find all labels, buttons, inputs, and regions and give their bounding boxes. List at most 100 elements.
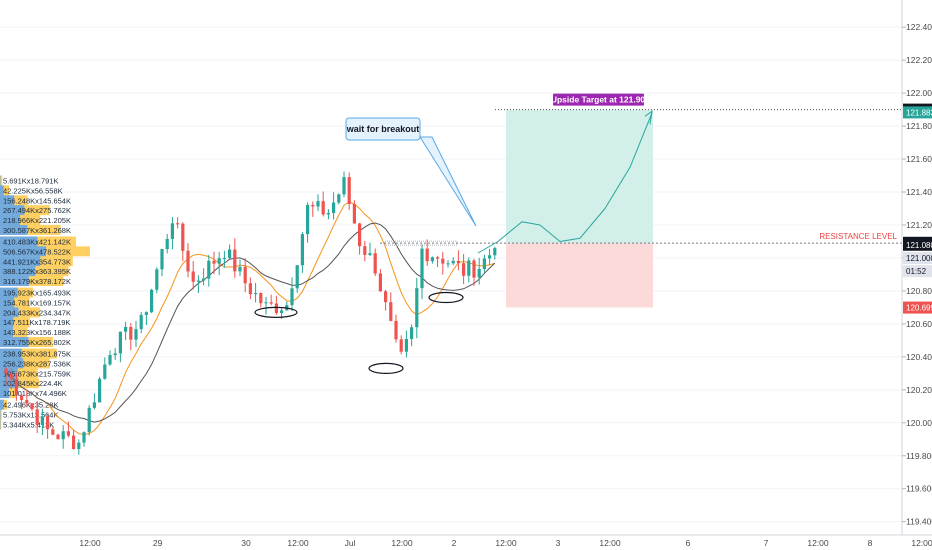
y-tick-label: 120.200 <box>906 385 932 395</box>
y-tick-label: 119.800 <box>906 451 932 461</box>
vp-label: 218.966Kx221.205K <box>3 216 71 225</box>
candle-body <box>170 223 174 239</box>
vp-buy-bar <box>0 378 19 389</box>
candle-body <box>77 442 81 450</box>
candle-body <box>150 289 154 313</box>
candle-body <box>259 293 263 304</box>
candle-body <box>430 257 434 262</box>
vp-buy-bar <box>0 256 41 267</box>
x-tick-label: 12:00 <box>391 538 413 548</box>
candle-body <box>98 378 102 403</box>
vp-label: 195.873Kx215.759K <box>3 369 71 378</box>
vp-label: 388.122Kx363.395K <box>3 267 71 276</box>
x-tick-label: 8 <box>868 538 873 548</box>
vp-sell-bar <box>27 224 61 235</box>
x-tick-label: 12:00 <box>807 538 829 548</box>
candle-body <box>217 258 221 264</box>
vp-label: 156.248Kx145.654K <box>3 196 71 205</box>
vp-label: 195.923Kx165.493K <box>3 289 71 298</box>
y-axis[interactable]: 122.400 122.200 122.000 121.800 121.600 121.4… <box>902 22 932 527</box>
target-label: Upside Target at 121.90 <box>551 95 646 105</box>
position-zones <box>506 109 653 308</box>
candle-body <box>389 302 393 321</box>
vp-sell-bar <box>18 378 40 389</box>
vp-sell-bar <box>13 327 28 338</box>
candle-body <box>446 263 450 265</box>
y-tick-label: 119.400 <box>906 517 932 527</box>
price-badge <box>903 251 932 264</box>
vp-label: 5.344Kx5.413K <box>3 420 54 429</box>
vp-label: 410.483Kx421.142K <box>3 237 71 246</box>
candle-body <box>425 248 429 262</box>
vp-sell-bar <box>21 348 57 359</box>
y-tick-label: 121.600 <box>906 154 932 164</box>
candle-body <box>415 288 419 328</box>
candle-body <box>233 249 237 272</box>
candle-body <box>254 293 258 295</box>
vp-label: 147.511Kx178.719K <box>3 318 70 327</box>
ma-slow-line <box>5 222 496 423</box>
candle-body <box>378 273 382 292</box>
vp-label: 5.691Kx18.791K <box>3 176 58 185</box>
vp-buy-bar <box>0 358 24 369</box>
candle-body <box>222 258 226 260</box>
candle-body <box>238 266 242 272</box>
candle-body <box>66 431 70 436</box>
pattern-ellipse <box>428 291 464 304</box>
candle-body <box>228 249 232 259</box>
x-tick-label: 12:00 <box>287 538 309 548</box>
vp-label: 267.494Kx275.762K <box>3 206 71 215</box>
candle-body <box>472 260 476 278</box>
vp-buy-bar <box>0 399 4 410</box>
vp-label: 506.567Kx478.522K <box>3 247 71 256</box>
vp-sell-bar <box>14 195 28 206</box>
candle-body <box>493 248 497 256</box>
candle-body <box>404 339 408 352</box>
vp-sell-bar <box>35 266 69 277</box>
candle-body <box>399 339 403 352</box>
vp-sell-bar <box>17 368 38 379</box>
vp-buy-bar <box>0 175 1 186</box>
vp-buy-bar <box>0 388 10 399</box>
candle-body <box>311 204 315 207</box>
vp-buy-bar <box>0 185 4 196</box>
price-badges: 121.900121.883121.092121.080121.00001:52… <box>903 103 932 314</box>
candle-body <box>394 320 398 340</box>
y-tick-label: 122.000 <box>906 88 932 98</box>
candle-body <box>4 368 8 374</box>
candle-body <box>92 402 96 408</box>
candle-body <box>420 248 424 289</box>
vp-sell-bar <box>28 337 53 348</box>
candle-body <box>441 258 445 264</box>
candle-body <box>196 280 200 282</box>
price-badge-label: 121.883 <box>906 108 932 117</box>
candle-body <box>202 278 206 281</box>
pattern-ellipse <box>254 306 298 318</box>
candle-body <box>129 326 133 340</box>
vp-label: 300.587Kx361.268K <box>3 226 71 235</box>
x-axis[interactable]: 12:00 29 30 12:00 Jul 12:00 2 12:00 3 12:00 6 7 12:0… <box>79 538 932 548</box>
vp-sell-bar <box>17 287 34 298</box>
vp-buy-bar <box>0 409 1 420</box>
candle-body <box>191 271 195 282</box>
x-tick-label: Jul <box>345 538 356 548</box>
vp-buy-bar <box>0 337 29 348</box>
candle-body <box>134 329 138 340</box>
vp-label: 143.323Kx156.188K <box>3 328 71 337</box>
x-tick-label: 2 <box>452 538 457 548</box>
candle-body <box>456 260 460 264</box>
candle-body <box>321 201 325 215</box>
candle-body <box>160 249 164 270</box>
vp-label: 154.781Kx169.157K <box>3 298 71 307</box>
x-tick-label: 29 <box>153 538 163 548</box>
vp-sell-bar <box>23 358 50 369</box>
candle-body <box>139 314 143 330</box>
vp-sell-bar <box>0 175 3 186</box>
candle-body <box>347 177 351 204</box>
callout-box <box>345 117 421 141</box>
vp-buy-bar <box>0 287 18 298</box>
pattern-ellipse <box>368 362 404 375</box>
candle-body <box>40 416 44 425</box>
projected-arrowhead <box>644 110 653 125</box>
